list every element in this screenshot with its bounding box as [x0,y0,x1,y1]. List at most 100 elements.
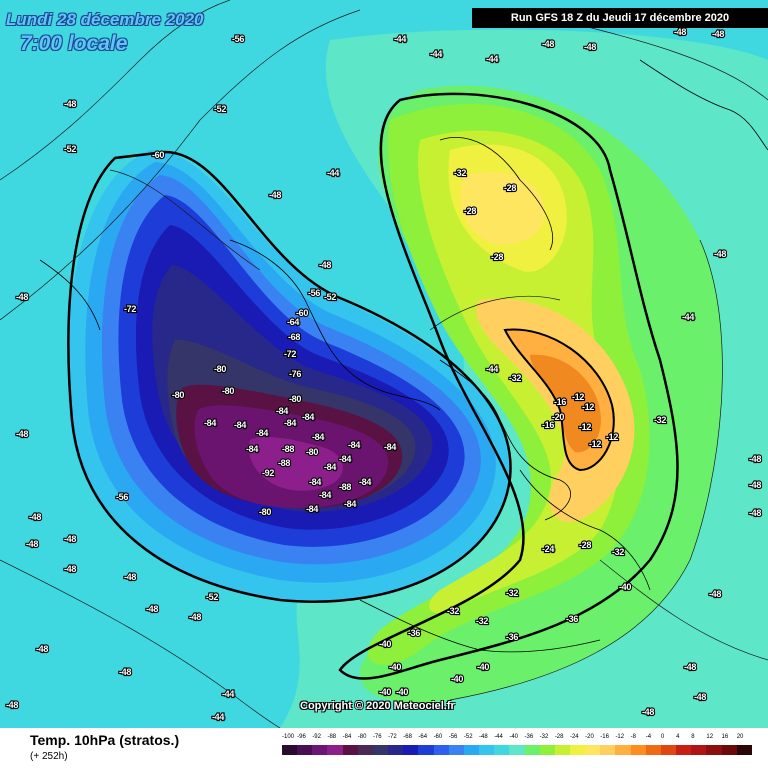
legend-swatch [357,745,373,755]
legend-swatch [494,745,510,755]
temperature-label: -48 [6,700,18,710]
temperature-label: -92 [262,468,274,478]
temperature-label: -84 [284,418,296,428]
temperature-label: -84 [234,420,246,430]
legend-swatch [660,745,677,755]
field-minus24 [460,171,545,245]
footer: Temp. 10hPa (stratos.) (+ 252h) -100 -96-… [0,728,768,768]
temperature-label: -48 [119,667,131,677]
temperature-label: -80 [259,507,271,517]
temperature-label: -48 [16,429,28,439]
contour-minus52 [67,150,512,603]
temperature-label: -48 [749,480,761,490]
temperature-label: -48 [146,604,158,614]
legend-ticks: -100 -96 -92 -88 -84 -80 -76 -72 -68 -64 -60 -56 -52… [282,734,752,745]
temperature-label: -48 [709,589,721,599]
legend-swatch [524,745,540,755]
legend-swatch [615,745,631,755]
field-minus20 [476,298,635,522]
temperature-label: -84 [246,444,258,454]
legend-swatch [327,745,343,755]
temperature-label: -48 [26,539,38,549]
temperature-label: -12 [579,422,591,432]
temperature-label: -44 [222,689,234,699]
temperature-label: -12 [589,439,601,449]
temperature-label: -48 [694,692,706,702]
temperature-label: -48 [319,260,331,270]
temperature-label: -40 [619,582,631,592]
temperature-label: -84 [384,442,396,452]
legend-tick-label: -20 [585,734,594,740]
temperature-label: -48 [64,564,76,574]
temperature-label: -44 [327,168,339,178]
temperature-label: -48 [189,612,201,622]
legend-swatch [706,745,722,755]
legend-tick-label: -100 [282,734,295,740]
temperature-label: -48 [684,662,696,672]
legend-swatch [342,745,358,755]
temperature-label: -16 [542,420,554,430]
temperature-label: -44 [212,712,224,722]
legend-swatch [388,745,404,755]
temperature-label: -84 [339,454,351,464]
temperature-map: -56 -48 -52 -52 -60 -48 -44 -48 -48 -72 -56 -52 -60-… [0,0,768,728]
legend-tick-label: -16 [600,734,609,740]
legend-tick-label: -8 [630,734,636,740]
legend-tick-label: -52 [463,734,473,740]
temperature-label: -28 [464,206,476,216]
temperature-label: -84 [276,406,288,416]
temperature-label: -32 [476,616,488,626]
temperature-label: -72 [124,304,136,314]
temperature-label: -80 [222,386,234,396]
temperature-label: -48 [269,190,281,200]
temperature-label: -48 [64,534,76,544]
temperature-label: -32 [654,415,666,425]
temperature-label: -48 [16,292,28,302]
legend-tick-label: 0 [660,734,665,740]
legend-tick-label: -88 [327,734,337,740]
legend-swatches [282,745,752,755]
legend-tick-label: 12 [706,734,714,740]
legend-swatch [721,745,737,755]
temperature-label: -84 [204,418,216,428]
temperature-label: -52 [64,144,76,154]
temperature-label: -52 [324,292,336,302]
temperature-label: -48 [749,508,761,518]
temperature-label: -72 [284,349,296,359]
legend-swatch [554,745,570,755]
legend-tick-label: -24 [569,734,579,740]
temperature-label: -48 [712,29,724,39]
lead-time: (+ 252h) [30,751,68,762]
temperature-label: -80 [289,394,301,404]
legend-tick-label: -72 [388,734,397,740]
legend-swatch [282,745,298,755]
field-title: Temp. 10hPa (stratos.) [30,732,180,748]
temperature-label: -84 [324,462,336,472]
temperature-label: -52 [214,104,226,114]
legend-swatch [539,745,555,755]
legend-tick-label: -44 [494,734,503,740]
legend-tick-label: -56 [448,734,458,740]
legend-tick-label: -36 [524,734,534,740]
temperature-label: -56 [232,34,244,44]
temperature-label: -48 [124,572,136,582]
map-graphic: -56-48 -52-52-60-48-44-48-48-72-56 -52-60-… [0,0,768,728]
temperature-label: -76 [289,369,301,379]
temperature-label: -80 [172,390,184,400]
legend-swatch [418,745,434,755]
temperature-label: -12 [572,392,584,402]
temperature-label: -84 [319,490,331,500]
temperature-label: -84 [309,477,321,487]
temperature-label: -32 [454,168,466,178]
legend-tick-label: 8 [691,734,695,740]
field-minus88 [248,437,343,491]
temperature-label: -48 [584,42,596,52]
temperature-label: -40 [396,687,408,697]
legend-swatch [736,745,752,755]
temperature-label: -48 [674,27,686,37]
legend-swatch [403,745,419,755]
temperature-label: -60 [152,150,164,160]
forecast-local-time: 7:00 locale [20,32,128,55]
coastlines [39,59,768,653]
legend-tick-label: -12 [615,734,625,740]
